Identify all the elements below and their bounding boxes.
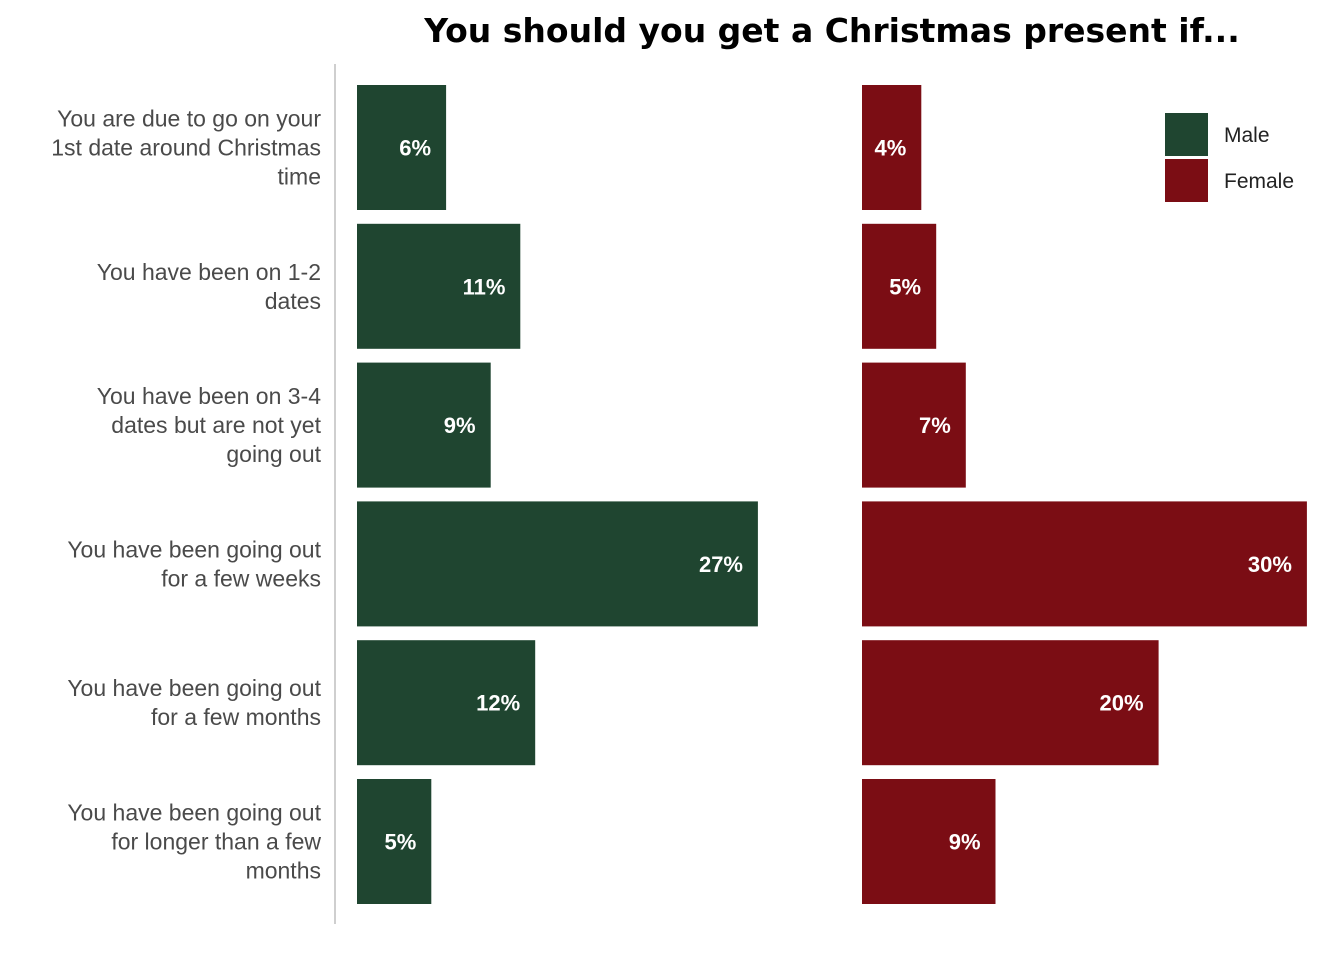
value-label-male: 12% bbox=[476, 691, 520, 716]
category-label-line: You are due to go on your bbox=[57, 106, 321, 132]
bar-male bbox=[357, 779, 432, 904]
category-label-line: for longer than a few bbox=[111, 829, 321, 855]
value-label-female: 30% bbox=[1248, 552, 1292, 577]
value-label-female: 4% bbox=[875, 136, 907, 161]
bar-male bbox=[357, 223, 521, 349]
category-label-line: dates but are not yet bbox=[111, 412, 321, 438]
category-label: You have been going out for a few months bbox=[67, 675, 321, 730]
category-labels: You are due to go on your 1st date around… bbox=[51, 106, 321, 884]
bar-male bbox=[357, 640, 536, 766]
category-label-line: for a few months bbox=[151, 704, 321, 730]
category-label-line: You have been on 1-2 bbox=[97, 259, 321, 285]
value-label-female: 9% bbox=[949, 830, 981, 855]
legend-swatch-female bbox=[1165, 159, 1208, 202]
category-label-line: You have been going out bbox=[67, 536, 321, 562]
category-label: You have been on 1-2 dates bbox=[97, 259, 321, 314]
category-label: You have been going out for longer than a… bbox=[67, 800, 321, 884]
legend-label-female: Female bbox=[1224, 170, 1294, 193]
bars bbox=[357, 85, 1307, 904]
value-label-female: 20% bbox=[1100, 691, 1144, 716]
value-label-male: 9% bbox=[444, 413, 476, 438]
value-label-male: 27% bbox=[699, 552, 743, 577]
category-label-line: You have been going out bbox=[67, 675, 321, 701]
bar-male bbox=[357, 501, 758, 627]
bar-female bbox=[862, 223, 937, 349]
bar-female bbox=[862, 362, 966, 488]
bar-female bbox=[862, 501, 1307, 627]
category-label: You have been on 3-4 dates but are not ye… bbox=[97, 383, 322, 467]
value-label-female: 5% bbox=[889, 274, 921, 299]
legend-label-male: Male bbox=[1224, 124, 1270, 147]
bar-female bbox=[862, 779, 996, 904]
chart-title: You should you get a Christmas present i… bbox=[423, 11, 1239, 50]
bar-female bbox=[862, 85, 922, 210]
value-labels: 6% 11% 9% 27% 12% 5% 4% 5% 7% 30% 20% 9% bbox=[385, 136, 1292, 855]
value-label-female: 7% bbox=[919, 413, 951, 438]
category-label-line: for a few weeks bbox=[161, 565, 321, 591]
legend-swatch-male bbox=[1165, 113, 1208, 156]
category-label-line: dates bbox=[265, 288, 321, 314]
category-label: You have been going out for a few weeks bbox=[67, 536, 321, 591]
value-label-male: 6% bbox=[399, 136, 431, 161]
category-label-line: You have been going out bbox=[67, 800, 321, 826]
bar-male bbox=[357, 85, 447, 210]
bar-female bbox=[862, 640, 1159, 766]
value-label-male: 5% bbox=[385, 830, 417, 855]
category-label-line: 1st date around Christmas bbox=[51, 135, 321, 161]
legend: Male Female bbox=[1165, 113, 1294, 202]
category-label-line: You have been on 3-4 bbox=[97, 383, 321, 409]
value-label-male: 11% bbox=[463, 274, 506, 299]
category-label-line: time bbox=[278, 164, 321, 190]
category-label: You are due to go on your 1st date around… bbox=[51, 106, 321, 190]
bar-male bbox=[357, 362, 491, 488]
category-label-line: months bbox=[246, 858, 321, 884]
category-label-line: going out bbox=[226, 441, 321, 467]
